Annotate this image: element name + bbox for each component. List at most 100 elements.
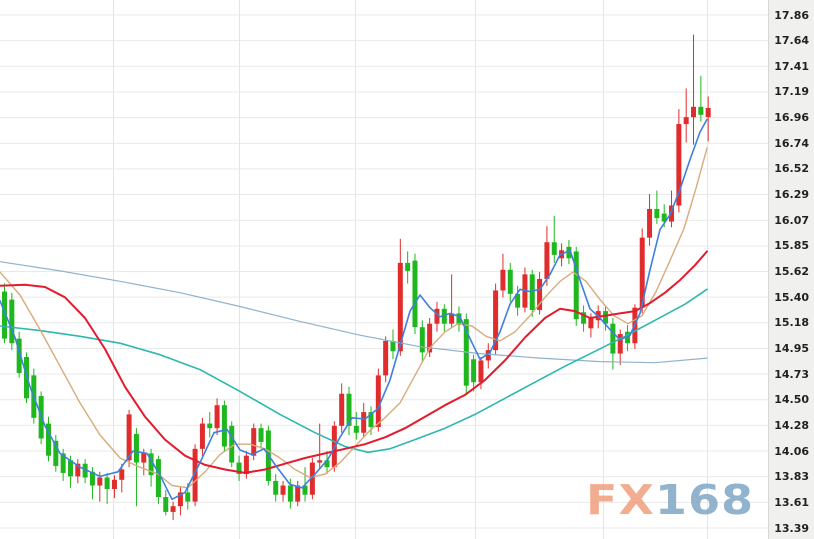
candle-body [2, 291, 7, 339]
price-axis-label: 16.96 [774, 111, 809, 125]
candle-body [478, 360, 484, 383]
price-axis-label: 15.85 [774, 239, 809, 253]
candle-body [507, 269, 513, 294]
candle-body [449, 313, 455, 324]
candle-body [346, 393, 352, 426]
candle-body [456, 313, 462, 325]
candle-body [368, 412, 374, 428]
candle-body [353, 425, 359, 433]
candle-body [419, 327, 425, 353]
candle-body [170, 506, 176, 512]
candle-body [427, 323, 433, 353]
candle-body [647, 208, 653, 238]
price-axis-label: 16.29 [774, 188, 809, 202]
price-axis-label: 14.28 [774, 418, 809, 432]
candle-body [89, 471, 95, 486]
candle-body [603, 311, 609, 324]
candle-body [207, 423, 213, 429]
candle-body [588, 317, 594, 329]
candle-body [566, 246, 572, 259]
price-axis-label: 17.64 [774, 34, 809, 48]
ma-blue [0, 118, 708, 501]
candle-body [273, 480, 279, 495]
candle-body [573, 251, 579, 320]
candle-body [537, 278, 543, 310]
candle-body [375, 375, 381, 428]
candle-body [515, 293, 521, 308]
price-axis-label: 16.74 [774, 136, 809, 150]
candle-body [412, 260, 418, 328]
candle-body [302, 485, 308, 495]
price-axis-label: 17.19 [774, 85, 809, 99]
candle-body [669, 205, 675, 222]
candle-body [661, 213, 667, 222]
candle-body [148, 453, 154, 476]
candle-body [397, 262, 403, 352]
price-axis-label: 13.83 [774, 470, 809, 484]
ma-tan [0, 147, 708, 489]
candle-body [309, 462, 315, 495]
candle-body [185, 492, 191, 502]
candle-body [544, 242, 550, 279]
candle-body [53, 440, 59, 467]
candle-body [471, 359, 477, 383]
fx168-watermark: FX168 [586, 480, 754, 521]
candle-body [141, 453, 147, 463]
candle-body [317, 460, 323, 463]
candle-body [119, 469, 125, 480]
candle-body [214, 405, 220, 429]
candle-body [654, 208, 660, 219]
candle-body [97, 477, 103, 486]
price-axis-label: 14.73 [774, 367, 809, 381]
candle-body [683, 117, 689, 125]
candle-body [551, 242, 557, 255]
candle-body [390, 340, 396, 352]
candle-body [324, 460, 330, 468]
candle-body [485, 350, 491, 361]
candle-body [236, 462, 242, 475]
candle-body [199, 423, 205, 449]
ma-teal [0, 288, 708, 454]
candle-body [500, 269, 506, 291]
watermark-168-text: 168 [655, 476, 755, 524]
candle-body [625, 331, 631, 344]
price-axis-label: 14.50 [774, 393, 809, 407]
candle-body [163, 497, 169, 512]
candle-body [60, 453, 66, 473]
candle-body [229, 425, 235, 463]
price-axis-label: 16.52 [774, 162, 809, 176]
candle-body [691, 106, 697, 118]
price-axis-label: 16.07 [774, 213, 809, 227]
candle-body [155, 459, 161, 498]
candle-body [75, 463, 81, 477]
candle-body [610, 323, 616, 354]
candle-body [529, 274, 535, 310]
candle-body [192, 448, 198, 502]
price-axis-label: 13.39 [774, 521, 809, 535]
candle-body [339, 393, 345, 426]
candle-body [243, 455, 249, 475]
candle-body [639, 237, 645, 308]
price-axis-label: 17.41 [774, 59, 809, 73]
candle-body [45, 423, 51, 456]
candle-body [441, 308, 447, 324]
candle-body [104, 477, 110, 489]
price-axis-label: 15.62 [774, 265, 809, 278]
price-axis-label: 13.61 [774, 495, 809, 509]
candle-body [617, 334, 623, 354]
candle-body [295, 485, 301, 502]
candle-body [676, 124, 682, 206]
candle-body [9, 299, 15, 344]
candle-body [221, 405, 227, 447]
price-axis-panel: 17.86 17.64 17.41 17.19 16.96 16.74 16.52 16.29… [768, 0, 814, 539]
price-axis-label: 14.06 [774, 444, 809, 458]
candle-body [82, 463, 88, 478]
candle-body [383, 340, 389, 376]
candle-body [493, 290, 499, 351]
watermark-fx-text: FX [586, 476, 656, 524]
candle-body [280, 485, 286, 495]
candle-body [581, 312, 587, 324]
candle-body [133, 433, 139, 463]
